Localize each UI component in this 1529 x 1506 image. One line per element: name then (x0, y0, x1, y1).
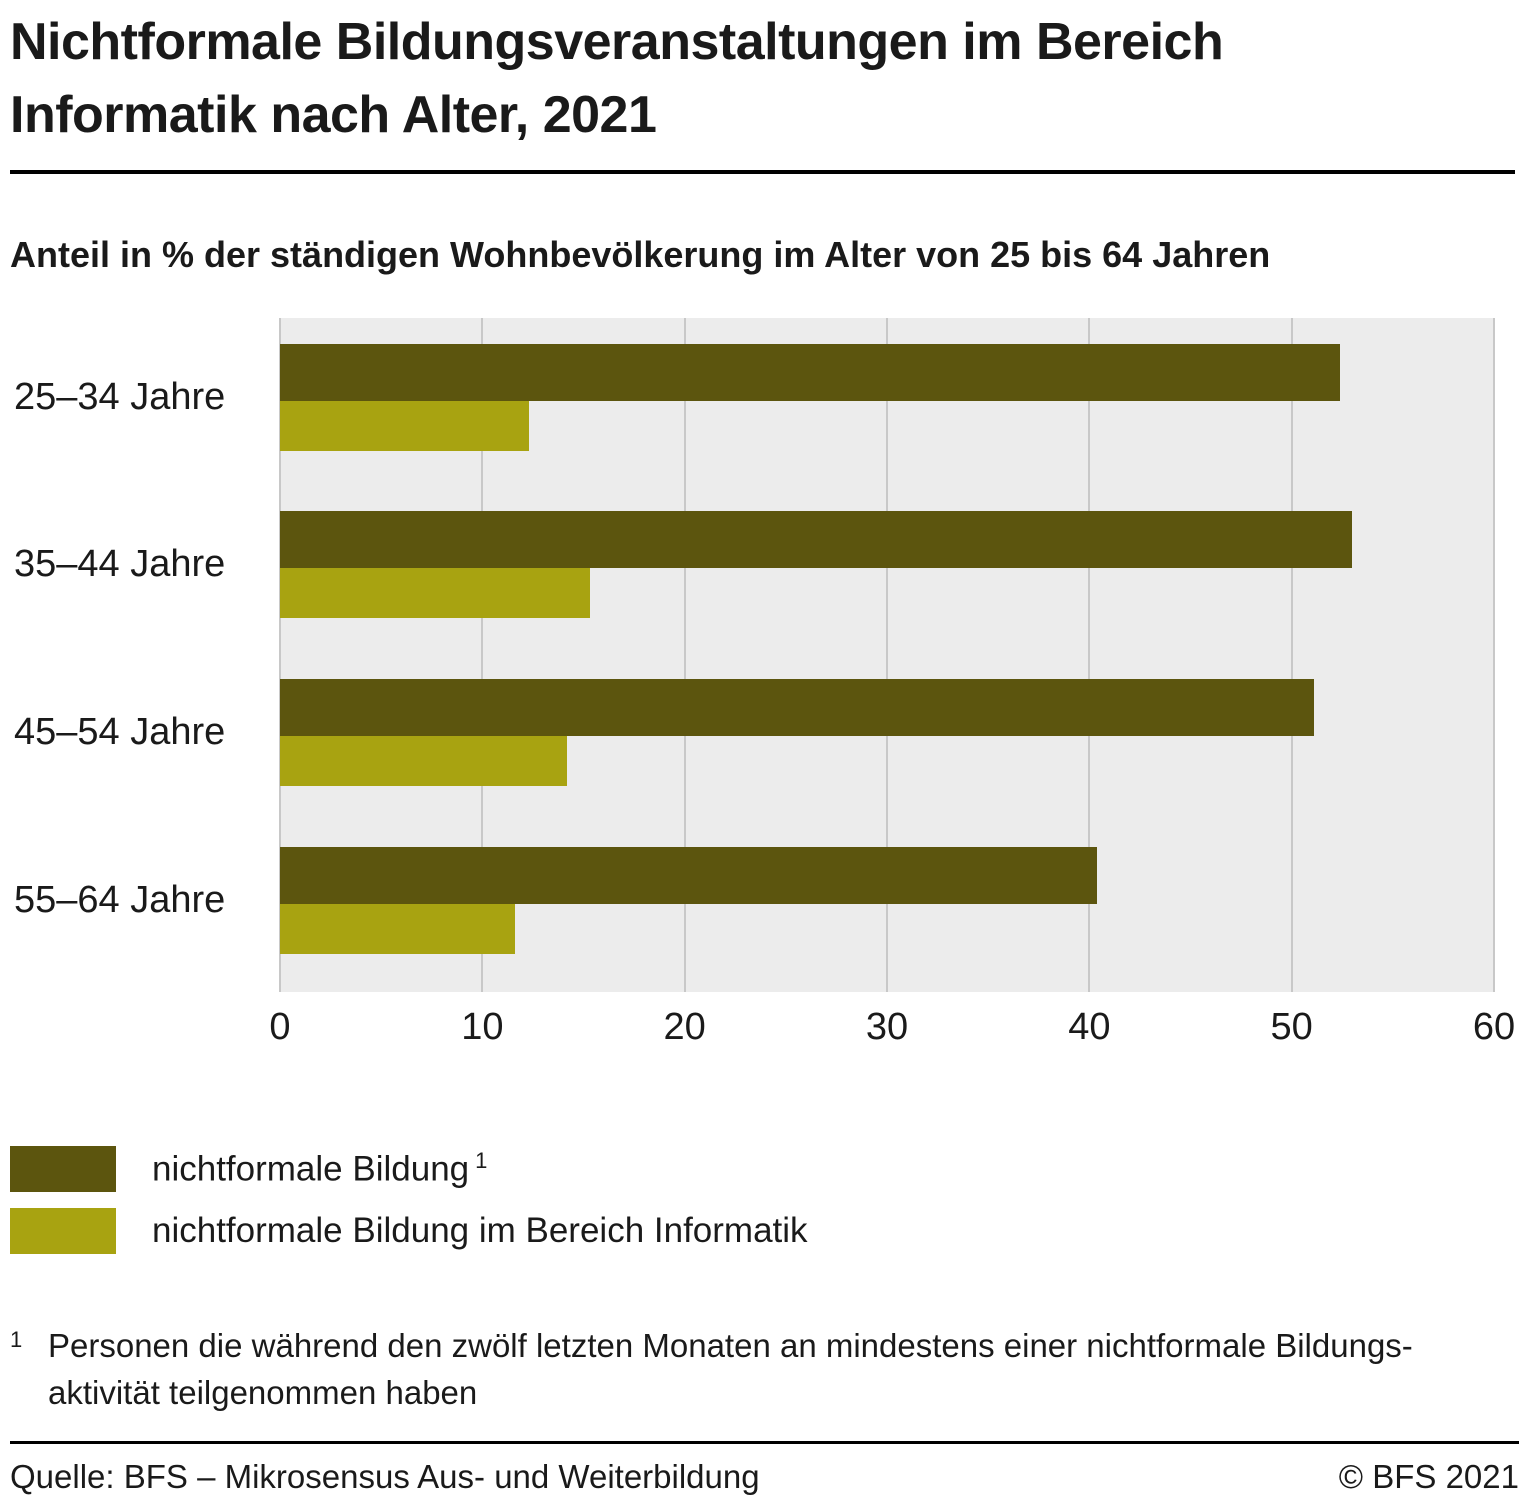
bar-chart: 25–34 Jahre 35–44 Jahre 45–54 Jahre 55–64 J… (10, 317, 1519, 1054)
x-tick-label: 30 (865, 1005, 909, 1048)
y-label: 25–34 Jahre (14, 375, 226, 418)
gridline-30 (886, 317, 888, 992)
legend-label: nichtformale Bildung im Bereich Informat… (152, 1210, 808, 1250)
bar-informatik (280, 400, 529, 451)
footnote-marker: 1 (10, 1326, 23, 1352)
bar-group (280, 343, 1494, 451)
x-tick-label: 20 (663, 1005, 706, 1048)
bar-group (280, 511, 1494, 619)
footer: Quelle: BFS – Mikrosensus Aus- und Weite… (10, 1441, 1519, 1506)
bar-group (280, 846, 1494, 954)
plot-area (279, 317, 1495, 992)
chart-body: 25–34 Jahre 35–44 Jahre 45–54 Jahre 55–64 J… (10, 317, 1495, 992)
bar-group (280, 678, 1494, 786)
gridline-0 (279, 317, 281, 992)
bar-nichtformale-bildung (280, 846, 1098, 904)
bar-nichtformale-bildung (280, 678, 1314, 736)
legend-footnote-marker: 1 (475, 1147, 488, 1173)
y-axis-labels: 25–34 Jahre 35–44 Jahre 45–54 Jahre 55–64 J… (10, 318, 280, 992)
y-label: 55–64 Jahre (14, 878, 226, 921)
gridline-20 (683, 317, 686, 992)
gridline-50 (1290, 317, 1293, 992)
legend-item: nichtformale Bildung im Bereich Informat… (10, 1207, 1519, 1254)
gridlines (279, 317, 1495, 992)
x-tick-label: 0 (269, 1005, 291, 1048)
title-divider (10, 169, 1515, 174)
bar-nichtformale-bildung (280, 511, 1353, 569)
bar-informatik (280, 568, 590, 619)
page-title: Nichtformale Bildungsveranstaltungen im … (10, 13, 1224, 144)
x-tick-label: 60 (1472, 1005, 1516, 1048)
gridline-60 (1493, 317, 1495, 992)
x-tick-label: 40 (1068, 1005, 1111, 1048)
legend-item: nichtformale Bildung 1 (10, 1145, 1519, 1192)
legend: nichtformale Bildung 1 nichtformale Bildun… (10, 1145, 1519, 1254)
footnote-line: aktivität teilgenommen haben (48, 1374, 478, 1412)
bar-informatik (280, 903, 515, 954)
legend-swatch (10, 1207, 116, 1254)
legend-swatch (10, 1145, 116, 1192)
source-text: Quelle: BFS – Mikrosensus Aus- und Weite… (10, 1458, 760, 1495)
x-tick-label: 50 (1270, 1005, 1313, 1048)
footnote-text: Personen die während den zwölf letzten M… (48, 1322, 1413, 1418)
chart-subtitle: Anteil in % der ständigen Wohnbevölkerun… (10, 233, 1271, 275)
bar-groups (280, 318, 1494, 992)
gridline-40 (1088, 317, 1091, 992)
legend-label: nichtformale Bildung 1 (152, 1147, 488, 1189)
x-tick-label: 10 (461, 1005, 504, 1048)
bar-nichtformale-bildung (280, 343, 1341, 401)
footnote-line: Personen die während den zwölf letzten M… (48, 1326, 1413, 1364)
y-label: 35–44 Jahre (14, 543, 226, 586)
x-axis: 0 10 20 30 40 50 60 (269, 992, 1515, 1054)
footnote: 1 Personen die während den zwölf letzten… (10, 1322, 1519, 1418)
gridline-10 (481, 317, 484, 992)
bar-informatik (280, 735, 568, 786)
y-label: 45–54 Jahre (14, 710, 226, 753)
copyright-text: © BFS 2021 (1338, 1458, 1519, 1495)
